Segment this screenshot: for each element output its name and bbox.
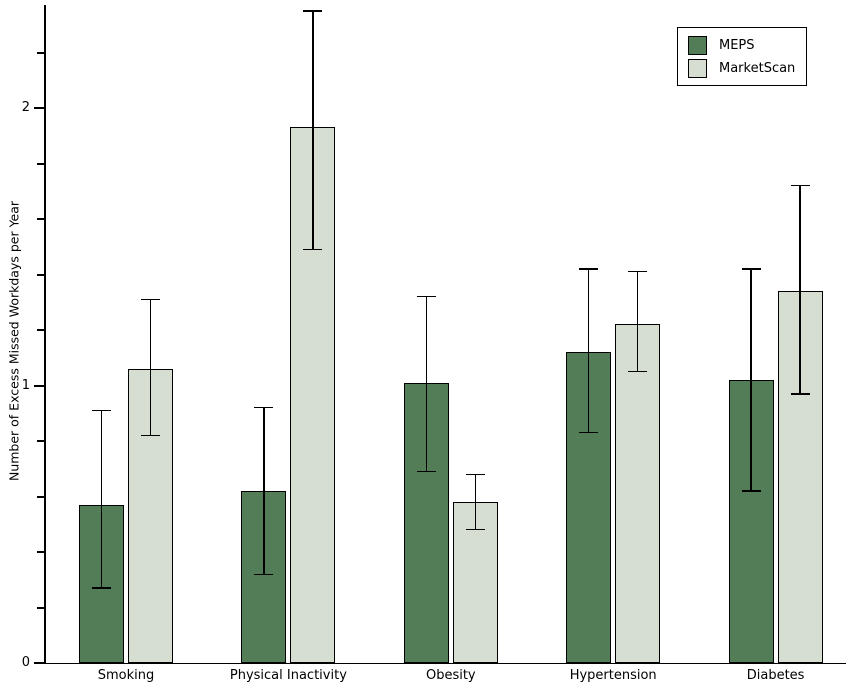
y-axis-line [44, 5, 46, 664]
y-major-tick [34, 384, 45, 387]
error-bar-cap [465, 529, 485, 531]
error-bar-cap [416, 296, 436, 298]
error-bar-line [263, 407, 265, 575]
legend-swatch-meps [688, 36, 707, 55]
y-tick-label: 1 [21, 377, 30, 393]
error-bar-cap [790, 393, 810, 395]
x-category-label: Hypertension [569, 668, 657, 683]
legend-label-marketscan: MarketScan [719, 61, 796, 76]
y-major-tick [34, 662, 45, 664]
error-bar-cap [254, 407, 274, 409]
error-bar-cap [92, 587, 111, 589]
x-axis-line [44, 662, 846, 664]
bar-meps-physical-inactivity [241, 490, 287, 663]
y-minor-tick [37, 606, 45, 609]
y-minor-tick [37, 495, 45, 498]
error-bar-cap [579, 268, 599, 270]
error-bar-line [149, 299, 152, 436]
y-minor-tick [37, 273, 45, 276]
bar-meps-hypertension [566, 352, 612, 663]
x-category-label: Physical Inactivity [229, 668, 347, 683]
error-bar-cap [741, 268, 761, 270]
y-minor-tick [37, 440, 45, 442]
y-minor-tick [37, 218, 45, 220]
error-bar-line [750, 268, 752, 491]
legend-label-meps: MEPS [719, 38, 755, 53]
error-bar-cap [303, 248, 323, 251]
error-bar-line [637, 271, 639, 372]
error-bar-cap [628, 370, 648, 373]
bar-marketscan-hypertension [615, 324, 661, 663]
error-bar-line [312, 10, 314, 250]
y-major-tick [34, 107, 45, 109]
y-minor-tick [37, 162, 45, 165]
error-bar-cap [416, 470, 436, 473]
error-bar-cap [254, 573, 274, 575]
bar-meps-obesity [403, 382, 449, 663]
error-bar-cap [790, 185, 810, 187]
error-bar-cap [141, 434, 160, 437]
legend-swatch-marketscan [688, 59, 707, 78]
error-bar-line [474, 474, 476, 530]
y-minor-tick [37, 329, 45, 331]
error-bar-line [799, 185, 801, 394]
x-category-label: Smoking [97, 668, 155, 683]
error-bar-line [588, 268, 590, 433]
y-minor-tick [37, 551, 45, 553]
error-bar-line [100, 410, 103, 589]
x-category-label: Obesity [425, 668, 476, 683]
error-bar-cap [741, 490, 761, 492]
error-bar-cap [303, 10, 323, 12]
y-tick-label: 0 [21, 655, 30, 670]
y-tick-label: 2 [21, 100, 30, 115]
legend: MEPS MarketScan [677, 27, 807, 86]
error-bar-cap [141, 298, 160, 301]
error-bar-cap [628, 271, 648, 273]
error-bar-cap [92, 409, 111, 412]
error-bar-line [425, 296, 427, 472]
y-minor-tick [37, 51, 45, 54]
error-bar-cap [465, 473, 485, 475]
y-axis-title: Number of Excess Missed Workdays per Yea… [6, 200, 22, 482]
x-category-label: Diabetes [746, 668, 805, 683]
error-bar-cap [579, 431, 599, 434]
